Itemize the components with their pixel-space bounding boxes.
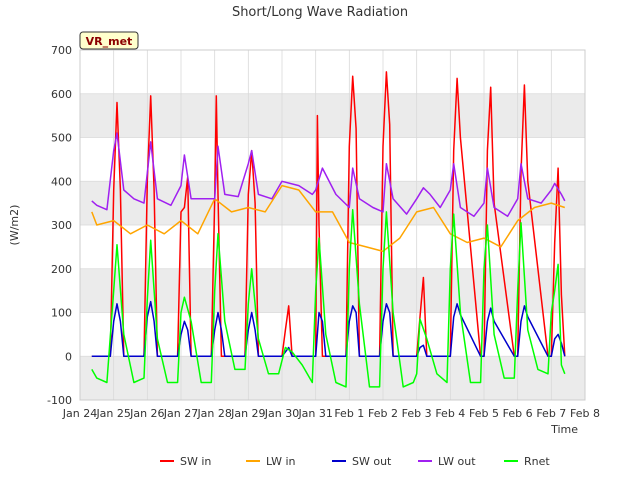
y-tick-label: 0 — [65, 350, 72, 363]
series-line-rnet — [91, 208, 566, 388]
plot-band — [80, 268, 585, 313]
x-tick-label: Jan 25 — [95, 407, 130, 420]
legend-label-sw-out: SW out — [352, 455, 392, 468]
plot-frame — [79, 49, 586, 401]
y-tick-label: 300 — [51, 219, 72, 232]
x-tick-label: Feb 8 — [570, 407, 600, 420]
x-tick-label: Feb 1 — [334, 407, 364, 420]
x-tick-label: Jan 27 — [163, 407, 198, 420]
series-line-sw-in — [91, 71, 566, 358]
legend-label-lw-out: LW out — [438, 455, 476, 468]
x-tick-label: Feb 6 — [503, 407, 533, 420]
legend-label-sw-in: SW in — [180, 455, 211, 468]
x-tick-label: Jan 24 — [62, 407, 97, 420]
x-axis-label: Time — [550, 423, 578, 436]
y-tick-label: 200 — [51, 263, 72, 276]
x-tick-label: Jan 31 — [297, 407, 332, 420]
station-label: VR_met — [86, 35, 133, 48]
x-tick-label: Jan 26 — [129, 407, 164, 420]
series-line-lw-out — [91, 132, 566, 218]
y-tick-label: 400 — [51, 175, 72, 188]
y-tick-label: 700 — [51, 44, 72, 57]
y-tick-label: -100 — [47, 394, 72, 407]
y-tick-label: 500 — [51, 132, 72, 145]
chart-title: Short/Long Wave Radiation — [232, 5, 408, 20]
x-tick-label: Jan 30 — [264, 407, 299, 420]
series-layer — [91, 71, 566, 388]
y-tick-label: 100 — [51, 307, 72, 320]
x-tick-label: Feb 7 — [536, 407, 566, 420]
y-axis-ticks: -100 0 100 200 300 400 500 600 700 — [47, 44, 72, 407]
x-tick-label: Jan 29 — [230, 407, 265, 420]
y-tick-label: 600 — [51, 88, 72, 101]
legend-label-lw-in: LW in — [266, 455, 296, 468]
legend-label-rnet: Rnet — [524, 455, 550, 468]
x-tick-label: Feb 4 — [435, 407, 465, 420]
x-tick-label: Jan 28 — [196, 407, 231, 420]
x-axis-ticks: Jan 24 Jan 25 Jan 26 Jan 27 Jan 28 Jan 29 Jan … — [62, 407, 600, 420]
legend: SW in LW in SW out LW out Rnet — [160, 455, 550, 468]
x-tick-label: Feb 5 — [469, 407, 499, 420]
station-label-box: VR_met — [79, 31, 139, 50]
x-tick-label: Feb 3 — [402, 407, 432, 420]
plot-band — [80, 93, 585, 138]
x-tick-label: Feb 2 — [368, 407, 398, 420]
y-axis-label: (W/m2) — [8, 205, 21, 246]
